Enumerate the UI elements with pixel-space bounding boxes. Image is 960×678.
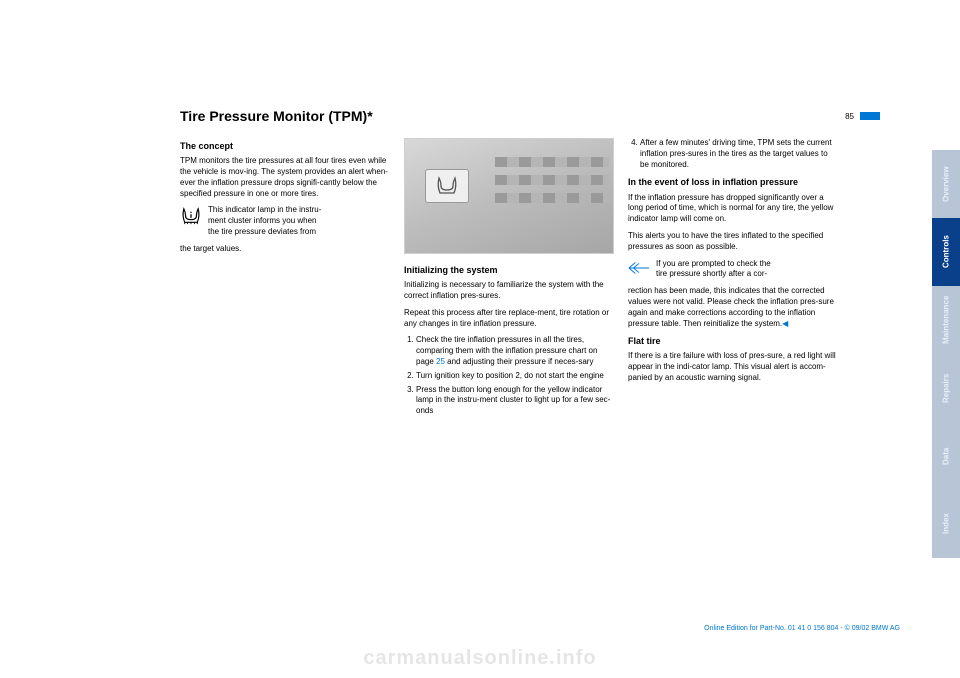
tpm-indicator-icon <box>180 205 202 227</box>
body-text: the target values. <box>180 244 390 255</box>
columns: The concept TPM monitors the tire pressu… <box>180 138 880 423</box>
page-number: 85 <box>845 112 854 121</box>
note-arrow-icon <box>628 259 650 277</box>
photo-detail <box>495 193 609 203</box>
body-text: If there is a tire failure with loss of … <box>628 351 838 383</box>
body-text: rection has been made, this indicates th… <box>628 286 834 327</box>
photo-detail <box>495 175 609 185</box>
column-2: Initializing the system Initializing is … <box>404 138 614 423</box>
body-text: tire pressure shortly after a cor- <box>656 269 767 278</box>
body-text: Repeat this process after tire replace-m… <box>404 308 614 330</box>
heading-loss-pressure: In the event of loss in inflation pressu… <box>628 176 838 188</box>
tab-index[interactable]: Index <box>932 490 960 558</box>
body-text: TPM monitors the tire pressures at all f… <box>180 156 390 199</box>
page-content: Tire Pressure Monitor (TPM)* 85 The conc… <box>180 108 880 618</box>
end-marker-icon: ◀ <box>782 319 788 328</box>
photo-detail <box>495 157 609 167</box>
tab-data[interactable]: Data <box>932 422 960 490</box>
note-text: If you are prompted to check the tire pr… <box>656 259 771 281</box>
body-text: Initializing is necessary to familiarize… <box>404 280 614 302</box>
heading-concept: The concept <box>180 140 390 152</box>
dashboard-photo <box>404 138 614 254</box>
side-tabs: Overview Controls Maintenance Repairs Da… <box>932 150 960 558</box>
page-marker <box>860 112 880 120</box>
body-text: This indicator lamp in the instru- <box>208 205 321 214</box>
body-text: and adjusting their pressure if neces-sa… <box>445 357 594 366</box>
heading-flat-tire: Flat tire <box>628 335 838 347</box>
tab-controls[interactable]: Controls <box>932 218 960 286</box>
tab-maintenance[interactable]: Maintenance <box>932 286 960 354</box>
body-text: If the inflation pressure has dropped si… <box>628 193 838 225</box>
body-text: rection has been made, this indicates th… <box>628 286 838 329</box>
page-title: Tire Pressure Monitor (TPM)* <box>180 108 845 124</box>
column-1: The concept TPM monitors the tire pressu… <box>180 138 390 423</box>
list-item: Turn ignition key to position 2, do not … <box>416 371 614 382</box>
list-item: Press the button long enough for the yel… <box>416 385 614 417</box>
page-reference-link[interactable]: 25 <box>436 357 445 366</box>
page-header: Tire Pressure Monitor (TPM)* 85 <box>180 108 880 124</box>
body-text: the tire pressure deviates from <box>208 227 316 236</box>
icon-paragraph: This indicator lamp in the instru- ment … <box>180 205 390 237</box>
column-3: After a few minutes' driving time, TPM s… <box>628 138 838 423</box>
heading-initializing: Initializing the system <box>404 264 614 276</box>
steps-list-continued: After a few minutes' driving time, TPM s… <box>628 138 838 170</box>
watermark: carmanualsonline.info <box>0 647 960 670</box>
list-item: Check the tire inflation pressures in al… <box>416 335 614 367</box>
body-text: ment cluster informs you when <box>208 216 317 225</box>
steps-list: Check the tire inflation pressures in al… <box>404 335 614 417</box>
note-paragraph: If you are prompted to check the tire pr… <box>628 259 838 281</box>
tab-overview[interactable]: Overview <box>932 150 960 218</box>
body-text: If you are prompted to check the <box>656 259 771 268</box>
body-text: This alerts you to have the tires inflat… <box>628 231 838 253</box>
tpm-button-icon <box>425 169 469 203</box>
icon-text: This indicator lamp in the instru- ment … <box>208 205 321 237</box>
list-item: After a few minutes' driving time, TPM s… <box>640 138 838 170</box>
tab-repairs[interactable]: Repairs <box>932 354 960 422</box>
footer-text: Online Edition for Part-No. 01 41 0 156 … <box>704 625 900 632</box>
